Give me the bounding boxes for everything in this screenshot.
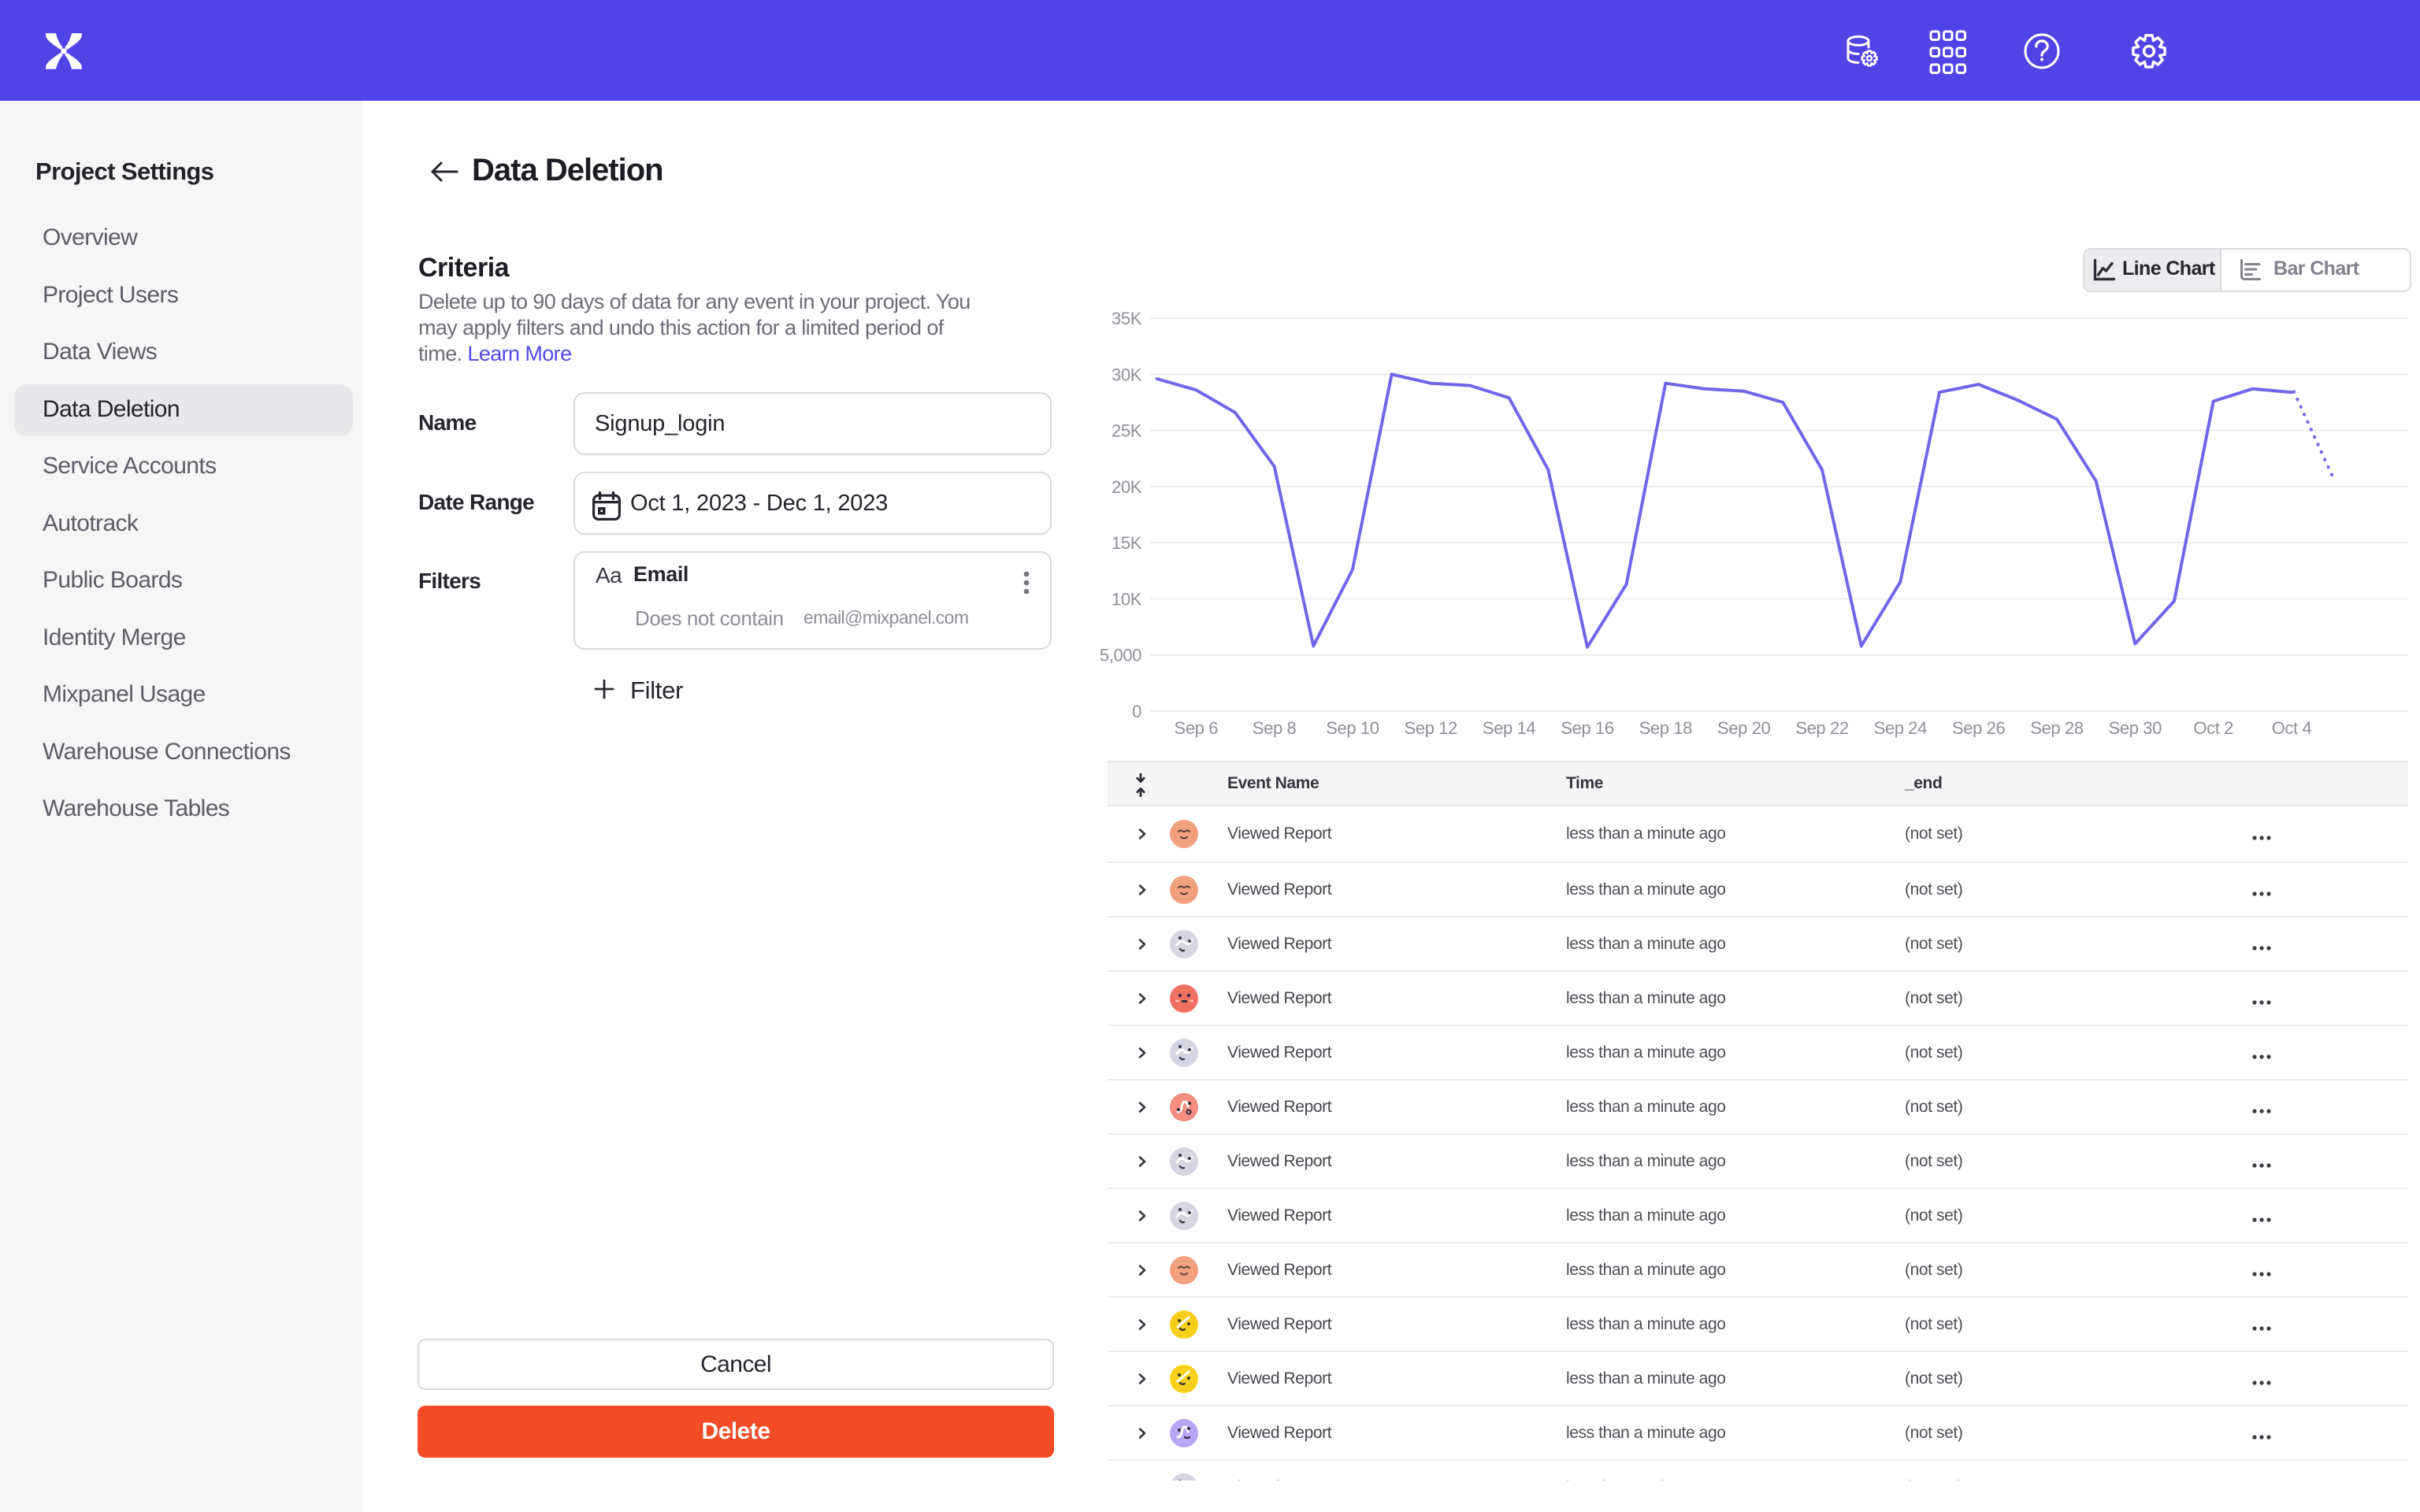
svg-text:Sep 8: Sep 8 bbox=[1253, 718, 1297, 738]
svg-text:5,000: 5,000 bbox=[1100, 646, 1141, 665]
svg-text:15K: 15K bbox=[1112, 533, 1142, 553]
svg-text:Sep 14: Sep 14 bbox=[1483, 718, 1535, 738]
svg-text:10K: 10K bbox=[1112, 589, 1142, 609]
svg-text:Sep 10: Sep 10 bbox=[1326, 718, 1379, 738]
svg-text:Sep 12: Sep 12 bbox=[1405, 718, 1457, 738]
svg-text:Sep 16: Sep 16 bbox=[1561, 718, 1613, 738]
svg-text:25K: 25K bbox=[1112, 421, 1142, 441]
svg-text:35K: 35K bbox=[1112, 309, 1142, 328]
svg-text:Sep 18: Sep 18 bbox=[1639, 718, 1692, 738]
svg-text:Sep 24: Sep 24 bbox=[1874, 718, 1927, 738]
svg-text:Sep 6: Sep 6 bbox=[1175, 718, 1219, 738]
svg-text:Sep 28: Sep 28 bbox=[2030, 718, 2083, 738]
svg-text:Sep 20: Sep 20 bbox=[1717, 718, 1770, 738]
svg-text:30K: 30K bbox=[1112, 365, 1142, 384]
svg-text:Sep 26: Sep 26 bbox=[1952, 718, 2005, 738]
svg-text:Oct 2: Oct 2 bbox=[2193, 718, 2233, 738]
svg-text:Sep 22: Sep 22 bbox=[1795, 718, 1848, 738]
svg-text:Oct 4: Oct 4 bbox=[2272, 718, 2312, 738]
svg-text:Sep 30: Sep 30 bbox=[2109, 718, 2162, 738]
svg-text:20K: 20K bbox=[1112, 477, 1142, 497]
svg-text:0: 0 bbox=[1132, 702, 1141, 721]
